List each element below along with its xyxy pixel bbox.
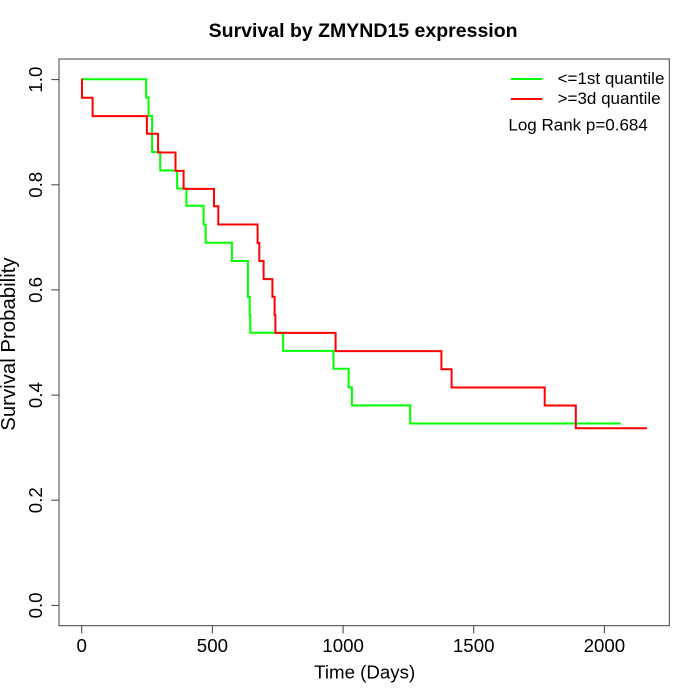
svg-text:500: 500	[197, 635, 228, 656]
svg-text:0.2: 0.2	[25, 487, 46, 513]
svg-text:0.0: 0.0	[25, 592, 46, 618]
svg-text:0: 0	[76, 635, 86, 656]
svg-text:Time (Days): Time (Days)	[314, 662, 415, 683]
svg-text:Survival by ZMYND15 expression: Survival by ZMYND15 expression	[209, 20, 518, 42]
svg-text:>=3d quantile: >=3d quantile	[558, 89, 661, 108]
svg-text:Log Rank p=0.684: Log Rank p=0.684	[508, 116, 647, 135]
svg-text:2000: 2000	[584, 635, 626, 656]
svg-text:<=1st quantile: <=1st quantile	[558, 69, 665, 88]
svg-text:1.0: 1.0	[25, 67, 46, 93]
svg-text:Survival Probability: Survival Probability	[0, 257, 20, 431]
svg-text:1000: 1000	[322, 635, 364, 656]
svg-text:0.6: 0.6	[25, 277, 46, 303]
svg-text:0.8: 0.8	[25, 172, 46, 198]
svg-text:1500: 1500	[453, 635, 495, 656]
svg-text:0.4: 0.4	[25, 382, 46, 408]
